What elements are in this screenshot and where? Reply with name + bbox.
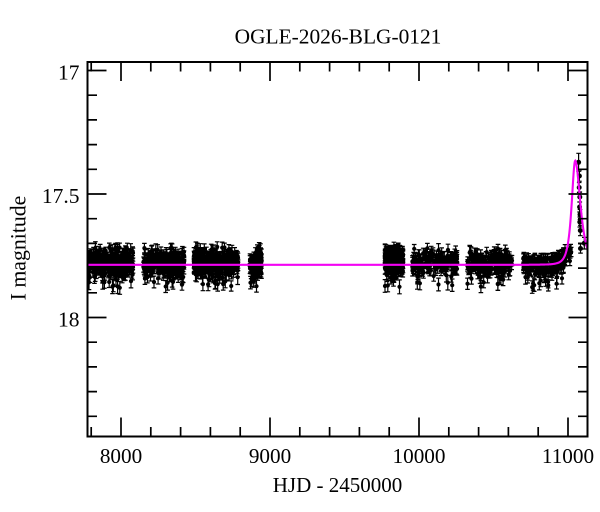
svg-text:18: 18 <box>58 308 80 332</box>
svg-text:HJD - 2450000: HJD - 2450000 <box>273 473 403 497</box>
svg-text:17.5: 17.5 <box>42 184 80 208</box>
svg-text:8000: 8000 <box>100 444 142 468</box>
svg-text:10000: 10000 <box>393 444 446 468</box>
svg-text:9000: 9000 <box>249 444 291 468</box>
svg-text:OGLE-2026-BLG-0121: OGLE-2026-BLG-0121 <box>235 25 442 49</box>
svg-text:I magnitude: I magnitude <box>7 196 31 301</box>
svg-text:17: 17 <box>58 61 80 85</box>
svg-text:11000: 11000 <box>542 444 594 468</box>
